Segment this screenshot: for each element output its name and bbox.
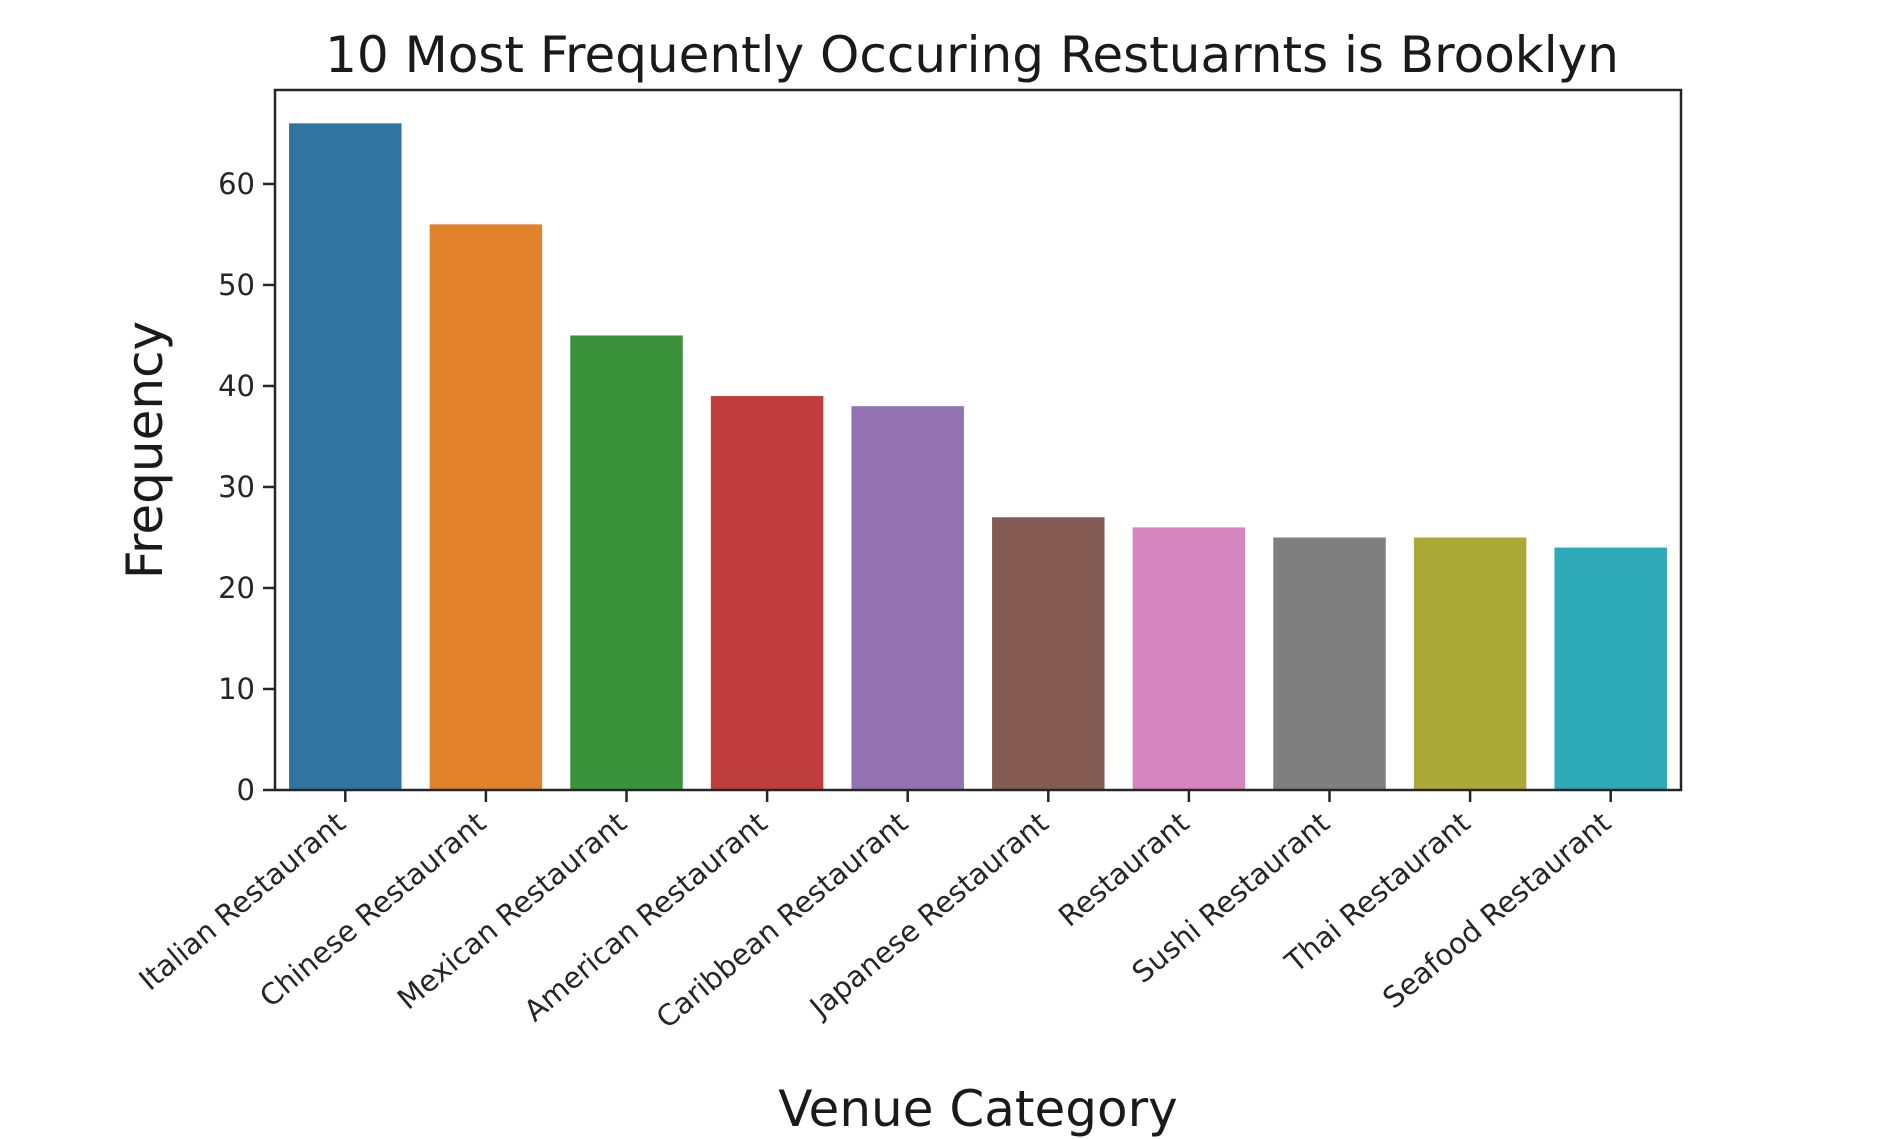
- bar-10: [1554, 547, 1667, 790]
- x-tick-label: Japanese Restaurant: [802, 805, 1055, 1025]
- x-tick-label: Restaurant: [1052, 805, 1195, 933]
- plot-frame: [273, 88, 1683, 792]
- bar-9: [1413, 537, 1527, 790]
- bar-7: [1132, 527, 1246, 790]
- y-axis-label: Frequency: [116, 321, 174, 579]
- y-tick-label: 30: [218, 470, 255, 504]
- y-tick-label: 40: [218, 369, 255, 403]
- bar-5: [851, 406, 964, 790]
- x-tick-label: American Restaurant: [517, 805, 773, 1028]
- bar-2: [429, 224, 543, 790]
- y-tick-label: 50: [218, 268, 255, 302]
- x-tick-label: Caribbean Restaurant: [650, 805, 915, 1035]
- y-tick-label: 10: [218, 672, 255, 706]
- chart-title: 10 Most Frequently Occuring Restuarnts i…: [325, 26, 1619, 84]
- x-tick-label: Mexican Restaurant: [391, 805, 633, 1016]
- bar-8: [1273, 537, 1386, 790]
- x-tick-label: Chinese Restaurant: [253, 805, 492, 1013]
- bar-3: [570, 335, 683, 790]
- y-tick-label: 20: [218, 571, 255, 605]
- bar-4: [710, 396, 824, 790]
- y-tick-label: 60: [218, 167, 255, 201]
- bar-6: [992, 517, 1105, 790]
- bar-1: [289, 123, 402, 791]
- x-tick-label: Seafood Restaurant: [1376, 805, 1617, 1015]
- x-axis-label: Venue Category: [778, 1080, 1178, 1138]
- y-tick-label: 0: [237, 773, 255, 807]
